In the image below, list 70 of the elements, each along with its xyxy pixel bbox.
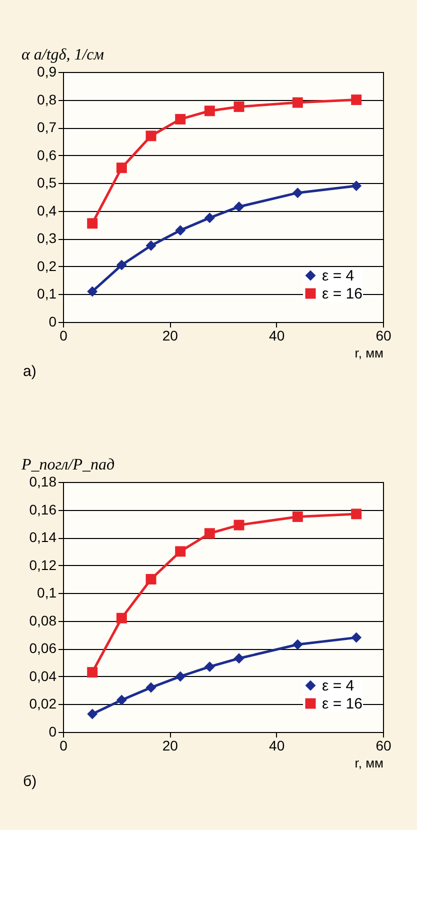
y-tick-label: 0: [48, 314, 57, 330]
point: [292, 511, 303, 522]
y-tick-label: 0,8: [37, 91, 57, 108]
legend-label: ε = 4: [322, 678, 354, 694]
point: [146, 130, 156, 142]
point: [292, 639, 303, 650]
point: [351, 508, 362, 520]
legend-label: ε = 4: [322, 268, 354, 284]
point: [116, 694, 127, 706]
legend-label: ε = 16: [322, 696, 362, 712]
x-tick-label: 20: [162, 328, 178, 344]
point: [175, 114, 186, 124]
legend-label: ε = 16: [322, 286, 362, 302]
x-tick-label: 60: [376, 328, 392, 344]
y-tick-label: 0,04: [29, 668, 57, 684]
y-tick-label: 0,02: [29, 696, 57, 712]
y-tick-label: 0,18: [29, 474, 57, 490]
point: [87, 708, 98, 720]
point: [204, 528, 215, 539]
y-axis-title: α a/tgδ, 1/см: [22, 46, 104, 64]
y-tick-label: 0,08: [29, 612, 57, 628]
y-tick-label: 0,5: [37, 174, 57, 191]
y-tick-label: 0,3: [37, 230, 57, 246]
point: [116, 612, 127, 624]
point: [116, 162, 127, 174]
point: [234, 101, 244, 112]
y-tick-label: 0,4: [37, 202, 57, 218]
point: [175, 671, 186, 682]
point: [234, 201, 244, 212]
y-axis-title: P_погл/P_пад: [20, 456, 115, 474]
x-tick-label: 60: [376, 738, 392, 754]
point: [87, 218, 98, 229]
point: [146, 682, 156, 693]
y-tick-label: 0,6: [37, 146, 57, 163]
point: [234, 653, 244, 664]
y-tick-label: 0,2: [37, 258, 57, 274]
y-tick-label: 0,7: [37, 119, 57, 136]
point: [204, 212, 215, 224]
point: [175, 225, 186, 236]
point: [292, 97, 303, 108]
x-tick-label: 40: [269, 328, 285, 344]
text: б): [23, 773, 37, 790]
point: [87, 286, 98, 297]
point: [292, 188, 303, 198]
point: [351, 180, 362, 192]
y-tick-label: 0,14: [29, 529, 57, 546]
point: [87, 667, 98, 678]
x-tick-label: 40: [269, 738, 285, 754]
y-tick-label: 0,16: [29, 501, 57, 518]
x-axis-title: r, мм: [354, 346, 384, 360]
y-tick-label: 0,9: [37, 64, 57, 80]
point: [204, 661, 215, 672]
y-tick-label: 0,12: [29, 556, 57, 573]
y-tick-label: 0,1: [37, 286, 57, 302]
y-tick-label: 0,06: [29, 640, 57, 656]
x-axis-title: r, мм: [354, 756, 384, 770]
x-tick-label: 20: [162, 738, 178, 754]
x-tick-label: 0: [60, 328, 68, 344]
y-tick-label: 0,1: [37, 584, 57, 601]
point: [351, 632, 362, 643]
point: [146, 574, 156, 584]
point: [175, 546, 186, 557]
point: [204, 106, 215, 116]
point: [116, 260, 127, 270]
x-tick-label: 0: [60, 738, 68, 754]
text: а): [23, 363, 36, 380]
point: [351, 94, 362, 106]
point: [234, 520, 244, 530]
y-tick-label: 0: [48, 724, 57, 740]
point: [146, 240, 156, 251]
